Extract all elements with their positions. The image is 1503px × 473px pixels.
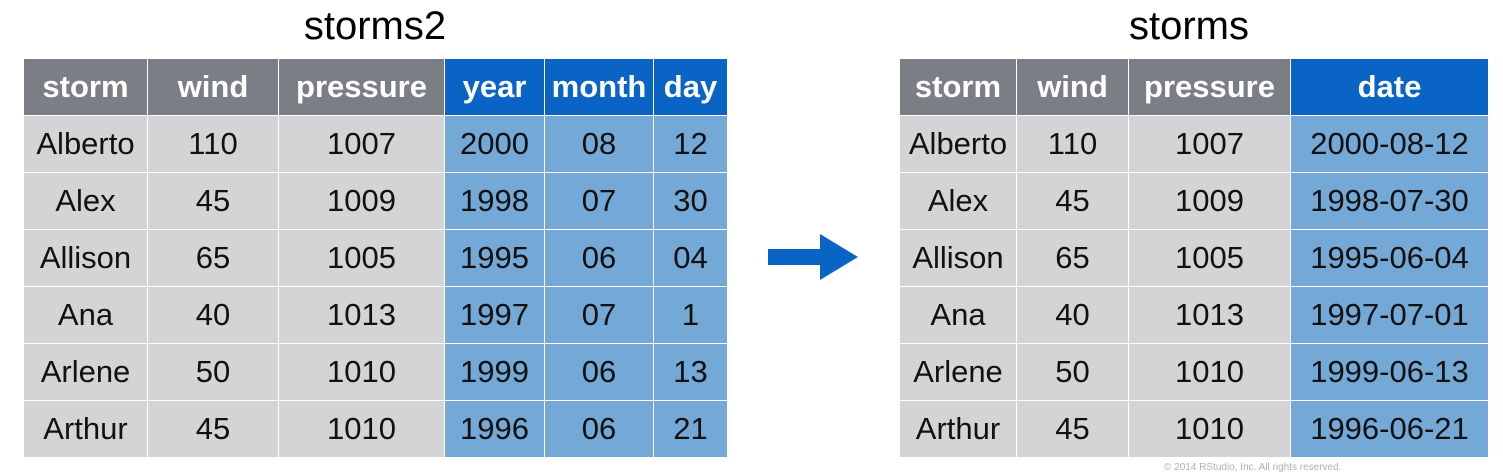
table-row: Arlene 50 1010 1999-06-13: [899, 343, 1489, 401]
cell-month: 07: [544, 286, 654, 344]
table-row: Alberto 110 1007 2000 08 12: [23, 115, 728, 173]
cell-day: 12: [653, 115, 728, 173]
table-row: Ana 40 1013 1997-07-01: [899, 286, 1489, 344]
table-row: Allison 65 1005 1995 06 04: [23, 229, 728, 287]
cell-pressure: 1009: [1128, 172, 1291, 230]
cell-date: 2000-08-12: [1290, 115, 1489, 173]
cell-month: 06: [544, 229, 654, 287]
column-header-day: day: [653, 58, 728, 116]
column-header-pressure: pressure: [278, 58, 445, 116]
cell-year: 2000: [444, 115, 545, 173]
cell-wind: 50: [1016, 343, 1129, 401]
cell-pressure: 1010: [278, 400, 445, 458]
cell-day: 30: [653, 172, 728, 230]
cell-pressure: 1013: [1128, 286, 1291, 344]
table-row: Arthur 45 1010 1996-06-21: [899, 400, 1489, 458]
cell-year: 1995: [444, 229, 545, 287]
cell-date: 1998-07-30: [1290, 172, 1489, 230]
cell-pressure: 1005: [278, 229, 445, 287]
cell-day: 21: [653, 400, 728, 458]
cell-date: 1999-06-13: [1290, 343, 1489, 401]
cell-wind: 110: [1016, 115, 1129, 173]
storms2-title: storms2: [303, 4, 447, 48]
cell-wind: 45: [1016, 172, 1129, 230]
cell-pressure: 1007: [278, 115, 445, 173]
cell-month: 06: [544, 343, 654, 401]
cell-storm: Alex: [899, 172, 1017, 230]
table-row: Arlene 50 1010 1999 06 13: [23, 343, 728, 401]
cell-year: 1997: [444, 286, 545, 344]
cell-month: 07: [544, 172, 654, 230]
cell-year: 1996: [444, 400, 545, 458]
cell-storm: Allison: [23, 229, 148, 287]
header-row: storm wind pressure date: [899, 58, 1489, 116]
table-row: Alex 45 1009 1998-07-30: [899, 172, 1489, 230]
cell-wind: 40: [1016, 286, 1129, 344]
cell-storm: Ana: [899, 286, 1017, 344]
cell-storm: Arlene: [23, 343, 148, 401]
cell-wind: 45: [147, 172, 279, 230]
column-header-wind: wind: [1016, 58, 1129, 116]
cell-day: 04: [653, 229, 728, 287]
cell-pressure: 1007: [1128, 115, 1291, 173]
cell-wind: 45: [147, 400, 279, 458]
cell-wind: 50: [147, 343, 279, 401]
column-header-storm: storm: [899, 58, 1017, 116]
cell-pressure: 1005: [1128, 229, 1291, 287]
column-header-month: month: [544, 58, 654, 116]
column-header-storm: storm: [23, 58, 148, 116]
cell-month: 06: [544, 400, 654, 458]
cell-storm: Allison: [899, 229, 1017, 287]
column-header-year: year: [444, 58, 545, 116]
cell-pressure: 1010: [278, 343, 445, 401]
cell-storm: Alex: [23, 172, 148, 230]
header-row: storm wind pressure year month day: [23, 58, 728, 116]
table-row: Allison 65 1005 1995-06-04: [899, 229, 1489, 287]
table-row: Alberto 110 1007 2000-08-12: [899, 115, 1489, 173]
cell-date: 1995-06-04: [1290, 229, 1489, 287]
cell-storm: Alberto: [23, 115, 148, 173]
cell-year: 1998: [444, 172, 545, 230]
cell-storm: Arthur: [899, 400, 1017, 458]
cell-storm: Arthur: [23, 400, 148, 458]
cell-storm: Ana: [23, 286, 148, 344]
cell-storm: Arlene: [899, 343, 1017, 401]
cell-month: 08: [544, 115, 654, 173]
cell-wind: 110: [147, 115, 279, 173]
table-row: Alex 45 1009 1998 07 30: [23, 172, 728, 230]
storms-table: storm wind pressure date Alberto 110 100…: [899, 58, 1489, 458]
table-row: Arthur 45 1010 1996 06 21: [23, 400, 728, 458]
table-row: Ana 40 1013 1997 07 1: [23, 286, 728, 344]
storms-title: storms: [1129, 4, 1249, 48]
cell-storm: Alberto: [899, 115, 1017, 173]
cell-pressure: 1010: [1128, 400, 1291, 458]
cell-pressure: 1009: [278, 172, 445, 230]
cell-wind: 65: [147, 229, 279, 287]
cell-pressure: 1013: [278, 286, 445, 344]
cell-wind: 40: [147, 286, 279, 344]
column-header-pressure: pressure: [1128, 58, 1291, 116]
copyright-notice: © 2014 RStudio, Inc. All rights reserved…: [1164, 462, 1342, 473]
column-header-wind: wind: [147, 58, 279, 116]
storms2-table: storm wind pressure year month day Alber…: [23, 58, 728, 458]
cell-year: 1999: [444, 343, 545, 401]
cell-day: 1: [653, 286, 728, 344]
cell-date: 1997-07-01: [1290, 286, 1489, 344]
cell-day: 13: [653, 343, 728, 401]
column-header-date: date: [1290, 58, 1489, 116]
cell-wind: 45: [1016, 400, 1129, 458]
cell-date: 1996-06-21: [1290, 400, 1489, 458]
cell-pressure: 1010: [1128, 343, 1291, 401]
cell-wind: 65: [1016, 229, 1129, 287]
right-arrow-icon: [768, 234, 858, 280]
